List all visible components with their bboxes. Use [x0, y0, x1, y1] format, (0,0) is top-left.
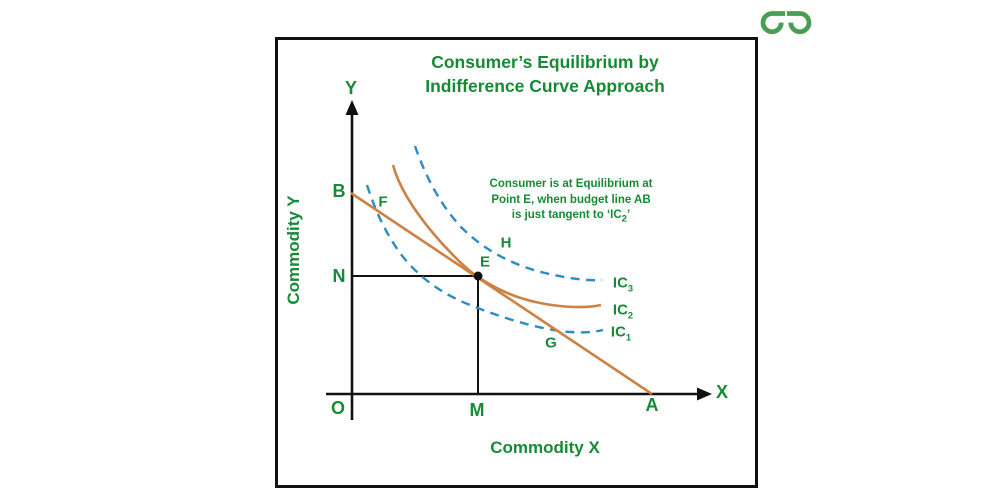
point-label-g: G — [545, 334, 557, 352]
point-label-n: N — [332, 266, 346, 286]
point-label-m: M — [469, 400, 485, 420]
point-label-b: B — [332, 181, 346, 201]
x-axis-label: X — [715, 382, 729, 402]
y-axis-title: Commodity Y — [284, 195, 303, 305]
x-axis-title: Commodity X — [490, 438, 600, 457]
geeksforgeeks-logo-icon — [760, 11, 812, 35]
annotation-line-2: Point E, when budget line AB — [491, 193, 651, 206]
indifference-curve-ic2 — [391, 164, 602, 309]
budget-line-ab — [350, 191, 653, 396]
y-axis-label: Y — [344, 78, 358, 98]
page-title-line-1: Consumer’s Equilibrium by — [431, 52, 659, 72]
annotation-line-1: Consumer is at Equilibrium at — [489, 178, 653, 191]
curve-label-ic3: IC3 — [612, 274, 634, 294]
x-axis-arrowhead-icon — [697, 387, 712, 401]
equilibrium-annotation: Consumer is at Equilibrium at Point E, w… — [490, 177, 653, 227]
point-label-a: A — [645, 395, 659, 415]
logo-left-g — [760, 11, 786, 35]
curve-label-ic2: IC2 — [612, 301, 634, 321]
point-label-f: F — [378, 193, 388, 211]
logo-right-g — [786, 11, 812, 35]
point-label-e: E — [479, 253, 491, 271]
diagram-border-frame — [275, 37, 758, 488]
y-axis-arrowhead-icon — [345, 100, 359, 115]
point-label-h: H — [500, 234, 512, 252]
curve-label-ic1: IC1 — [610, 323, 632, 343]
annotation-line-3: is just tangent to ‘IC2’ — [511, 209, 631, 225]
indifference-curve-ic3 — [413, 145, 603, 282]
page-title-line-2: Indifference Curve Approach — [425, 76, 665, 96]
equilibrium-point-dot — [473, 271, 483, 281]
page-title: Consumer’s Equilibrium by Indifference C… — [425, 50, 665, 98]
origin-label: O — [330, 398, 346, 418]
